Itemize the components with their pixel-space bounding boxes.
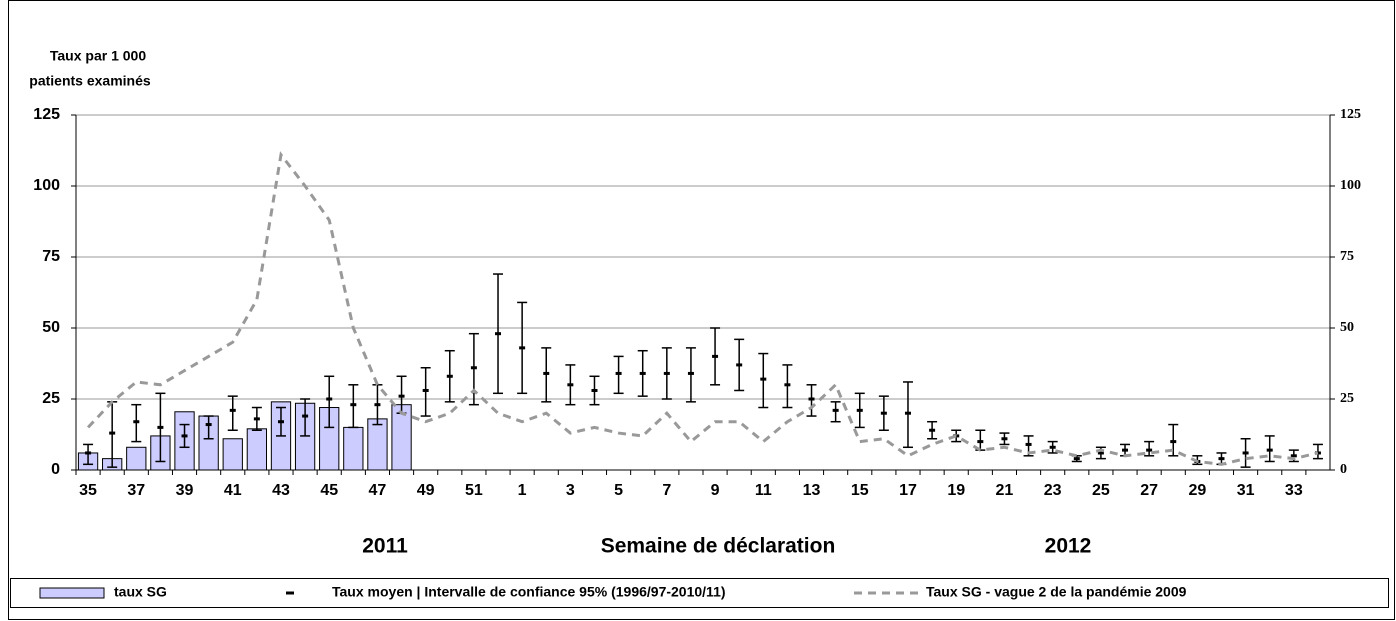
x-tick-label: 11 [755, 482, 772, 499]
y-tick-label: 125 [33, 106, 60, 123]
x-tick-label: 49 [417, 482, 435, 499]
x-tick-label: 23 [1044, 482, 1062, 499]
legend-swatch [39, 587, 105, 599]
x-tick-label: 41 [224, 482, 242, 499]
y-tick-label: 0 [51, 461, 60, 478]
y-tick-label: 75 [42, 248, 60, 265]
x-tick-label: 33 [1285, 482, 1303, 499]
y-tick-label: 100 [33, 177, 60, 194]
x-tick-label: 5 [614, 482, 623, 499]
x-tick-label: 29 [1188, 482, 1206, 499]
bar [222, 438, 243, 471]
line [86, 151, 1319, 466]
legend-label: Taux SG - vague 2 de la pandémie 2009 [926, 584, 1187, 600]
y2-tick-label: 0 [1340, 462, 1347, 477]
y2-tick-label: 75 [1340, 249, 1354, 264]
y2-tick-label: 125 [1340, 107, 1361, 122]
x-axis-label: Semaine de déclaration [601, 535, 836, 558]
y2-tick-label: 100 [1340, 178, 1361, 193]
legend-box [10, 578, 1389, 608]
year-label: 2011 [362, 535, 408, 558]
x-tick-label: 31 [1237, 482, 1255, 499]
x-tick-label: 13 [803, 482, 821, 499]
x-tick-label: 3 [566, 482, 575, 499]
y-axis-label: Taux par 1 000 [50, 48, 146, 64]
y-tick-label: 50 [42, 319, 60, 336]
y2-tick-label: 25 [1340, 391, 1354, 406]
x-tick-label: 7 [662, 482, 671, 499]
x-tick-label: 39 [176, 482, 194, 499]
x-tick-label: 25 [1092, 482, 1110, 499]
x-tick-label: 15 [851, 482, 869, 499]
x-tick-label: 35 [79, 482, 97, 499]
x-tick-label: 37 [127, 482, 145, 499]
bar [246, 428, 268, 471]
bar [343, 426, 364, 471]
x-tick-label: 27 [1140, 482, 1158, 499]
year-label: 2012 [1045, 535, 1092, 558]
legend-label: taux SG [114, 584, 167, 600]
x-tick-label: 43 [272, 482, 290, 499]
x-tick-label: 17 [899, 482, 917, 499]
x-tick-label: 9 [711, 482, 720, 499]
x-tick-label: 19 [947, 482, 965, 499]
bar [126, 446, 147, 471]
chart-frame [8, 0, 1395, 620]
x-tick-label: 21 [996, 482, 1014, 499]
bar [367, 418, 388, 471]
y-axis-label: patients examinés [29, 73, 151, 89]
y-tick-label: 25 [42, 390, 60, 407]
x-tick-label: 45 [320, 482, 338, 499]
y2-tick-label: 50 [1340, 320, 1354, 335]
x-tick-label: 1 [518, 482, 527, 499]
x-tick-label: 47 [369, 482, 387, 499]
x-tick-label: 51 [465, 482, 483, 499]
legend-label: Taux moyen | Intervalle de confiance 95%… [332, 584, 726, 600]
